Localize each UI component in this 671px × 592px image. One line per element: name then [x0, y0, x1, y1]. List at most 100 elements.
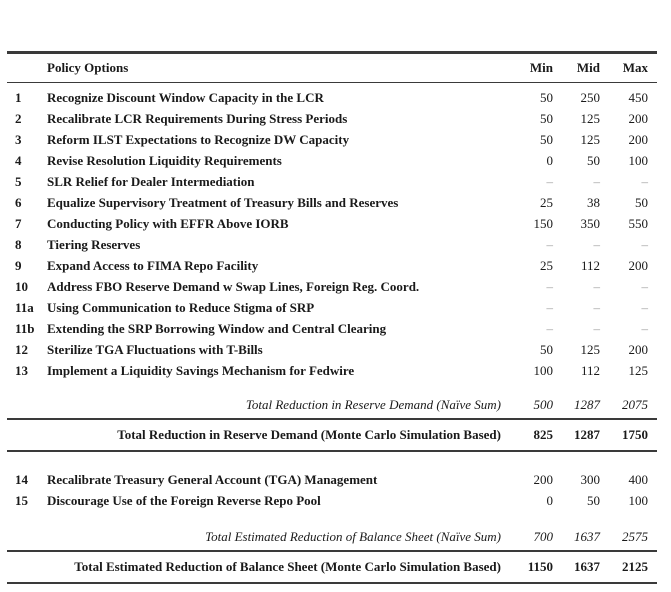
- header-rule: [7, 81, 657, 83]
- mid-value: –: [593, 278, 601, 294]
- max-value: 2575: [622, 528, 648, 544]
- bottom-rule: [7, 581, 657, 584]
- min-value: 500: [533, 396, 554, 412]
- pre-total-rule: [7, 418, 657, 420]
- min-value: –: [546, 320, 554, 336]
- policy-label: Sterilize TGA Fluctuations with T-Bills: [47, 341, 263, 357]
- table-row: 13 Implement a Liquidity Savings Mechani…: [7, 360, 657, 381]
- policy-label: Extending the SRP Borrowing Window and C…: [47, 320, 387, 336]
- mid-value: 125: [580, 341, 601, 357]
- naive-sum-label: Total Estimated Reduction of Balance She…: [205, 528, 501, 544]
- mid-value: 350: [580, 215, 601, 231]
- max-value: 2075: [622, 396, 648, 412]
- max-value: 450: [628, 89, 649, 105]
- header-policy-options: Policy Options: [47, 59, 129, 75]
- policy-options-table: Policy Options Min Mid Max 1 Recognize D…: [7, 51, 657, 584]
- table-row: 10 Address FBO Reserve Demand w Swap Lin…: [7, 276, 657, 297]
- min-value: 50: [540, 89, 553, 105]
- mid-value: 1287: [574, 396, 600, 412]
- min-value: 50: [540, 341, 553, 357]
- min-value: 700: [533, 528, 554, 544]
- mid-value: 50: [587, 492, 600, 508]
- max-value: –: [641, 173, 649, 189]
- mid-value: –: [593, 236, 601, 252]
- mid-value: –: [593, 320, 601, 336]
- row-number: 14: [15, 471, 28, 487]
- row-number: 4: [15, 152, 22, 168]
- policy-label: Reform ILST Expectations to Recognize DW…: [47, 131, 350, 147]
- table-row: 5 SLR Relief for Dealer Intermediation –…: [7, 171, 657, 192]
- min-value: –: [546, 278, 554, 294]
- table-row: 15 Discourage Use of the Foreign Reverse…: [7, 490, 657, 511]
- policy-label: Recalibrate LCR Requirements During Stre…: [47, 110, 348, 126]
- monte-carlo-total-row-balance-sheet: Total Estimated Reduction of Balance She…: [7, 552, 657, 582]
- mid-value: 125: [580, 110, 601, 126]
- pre-final-total-rule: [7, 550, 657, 552]
- monte-carlo-total-label: Total Reduction in Reserve Demand (Monte…: [117, 426, 501, 442]
- min-value: 825: [533, 426, 554, 442]
- mid-value: 125: [580, 131, 601, 147]
- top-rule: [7, 51, 657, 54]
- policy-label: SLR Relief for Dealer Intermediation: [47, 173, 255, 189]
- max-value: 400: [628, 471, 649, 487]
- min-value: 150: [533, 215, 554, 231]
- header-min: Min: [529, 59, 553, 75]
- table-body-section-1: 1 Recognize Discount Window Capacity in …: [7, 83, 657, 381]
- min-value: 25: [540, 194, 553, 210]
- row-number: 11a: [15, 299, 34, 315]
- max-value: 2125: [622, 558, 648, 574]
- row-number: 3: [15, 131, 22, 147]
- max-value: 50: [635, 194, 648, 210]
- policy-label: Address FBO Reserve Demand w Swap Lines,…: [47, 278, 420, 294]
- max-value: –: [641, 320, 649, 336]
- min-value: –: [546, 299, 554, 315]
- policy-label: Conducting Policy with EFFR Above IORB: [47, 215, 289, 231]
- table-header-row: Policy Options Min Mid Max: [7, 54, 657, 82]
- section-gap: [7, 452, 657, 469]
- mid-value: –: [593, 299, 601, 315]
- row-number: 8: [15, 236, 22, 252]
- policy-label: Equalize Supervisory Treatment of Treasu…: [47, 194, 399, 210]
- monte-carlo-total-label: Total Estimated Reduction of Balance She…: [74, 558, 501, 574]
- min-value: 0: [546, 152, 554, 168]
- max-value: –: [641, 236, 649, 252]
- table-row: 11a Using Communication to Reduce Stigma…: [7, 297, 657, 318]
- table-row: 8 Tiering Reserves – – –: [7, 234, 657, 255]
- table-row: 6 Equalize Supervisory Treatment of Trea…: [7, 192, 657, 213]
- row-number: 10: [15, 278, 28, 294]
- monte-carlo-total-row-reserve-demand: Total Reduction in Reserve Demand (Monte…: [7, 420, 657, 450]
- naive-sum-row-balance-sheet: Total Estimated Reduction of Balance She…: [7, 526, 657, 547]
- table-row: 12 Sterilize TGA Fluctuations with T-Bil…: [7, 339, 657, 360]
- mid-value: 112: [580, 257, 600, 273]
- row-number: 12: [15, 341, 28, 357]
- row-number: 6: [15, 194, 22, 210]
- row-number: 5: [15, 173, 22, 189]
- row-number: 9: [15, 257, 22, 273]
- mid-value: –: [593, 173, 601, 189]
- min-value: 25: [540, 257, 553, 273]
- policy-label: Expand Access to FIMA Repo Facility: [47, 257, 259, 273]
- policy-label: Discourage Use of the Foreign Reverse Re…: [47, 492, 321, 508]
- row-number: 13: [15, 362, 28, 378]
- min-value: 0: [546, 492, 554, 508]
- max-value: 200: [628, 110, 649, 126]
- max-value: 125: [628, 362, 649, 378]
- header-max: Max: [622, 59, 648, 75]
- row-number: 2: [15, 110, 22, 126]
- naive-sum-label: Total Reduction in Reserve Demand (Naïve…: [245, 396, 501, 412]
- post-total-rule: [7, 449, 657, 452]
- table-row: 1 Recognize Discount Window Capacity in …: [7, 87, 657, 108]
- max-value: 200: [628, 131, 649, 147]
- table-row: 2 Recalibrate LCR Requirements During St…: [7, 108, 657, 129]
- min-value: 200: [533, 471, 554, 487]
- max-value: 100: [628, 152, 649, 168]
- mid-value: 300: [580, 471, 601, 487]
- mid-value: 50: [587, 152, 600, 168]
- table-row: 9 Expand Access to FIMA Repo Facility 25…: [7, 255, 657, 276]
- row-number: 7: [15, 215, 22, 231]
- mid-value: 112: [580, 362, 600, 378]
- policy-label: Recalibrate Treasury General Account (TG…: [47, 471, 378, 487]
- row-number: 11b: [15, 320, 35, 336]
- min-value: 50: [540, 110, 553, 126]
